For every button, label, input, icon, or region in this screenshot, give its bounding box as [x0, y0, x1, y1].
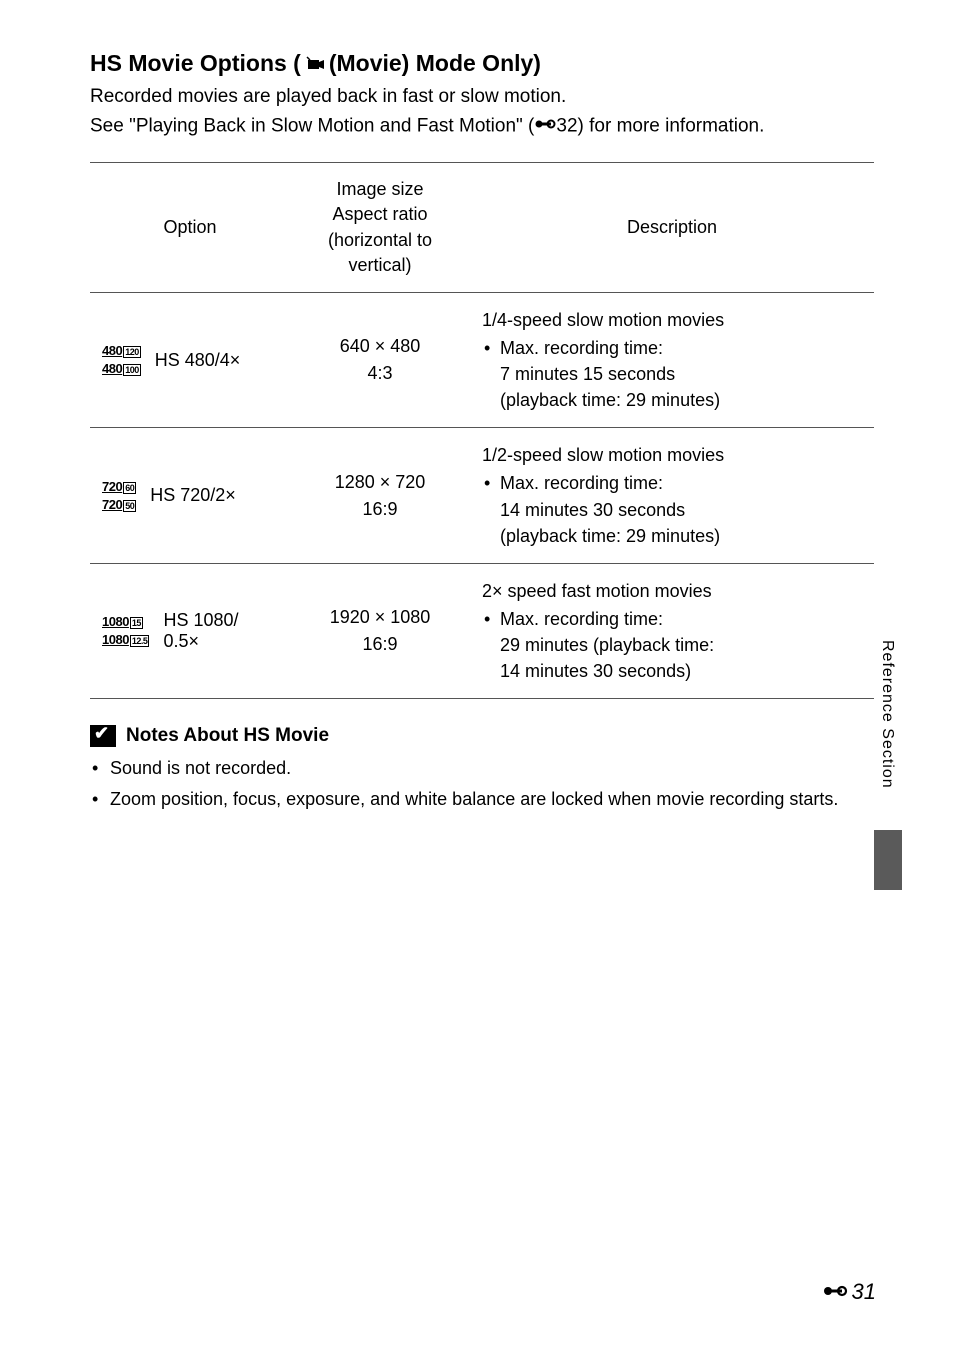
page-number: 31	[822, 1279, 876, 1305]
note-item: Sound is not recorded.	[90, 755, 874, 782]
reference-icon	[822, 1279, 848, 1305]
table-row: 480120480100HS 480/4×640 × 480 4:31/4-sp…	[90, 293, 874, 428]
size-cell: 1280 × 720 16:9	[290, 428, 470, 563]
description-cell: 1/2-speed slow motion moviesMax. recordi…	[470, 428, 874, 563]
option-label: HS 1080/ 0.5×	[163, 610, 238, 652]
desc-bullet: Max. recording time: 14 minutes 30 secon…	[482, 470, 862, 548]
desc-head: 1/4-speed slow motion movies	[482, 307, 862, 333]
table-header-row: Option Image size Aspect ratio (horizont…	[90, 163, 874, 293]
option-cell: 480120 480100 HS 480/4×	[90, 293, 290, 428]
option-cell: 72060 72050 HS 720/2×	[90, 428, 290, 563]
mode-icons: 108015 108012.5	[102, 615, 149, 647]
mode-icon: 480100	[102, 362, 141, 376]
desc-head: 1/2-speed slow motion movies	[482, 442, 862, 468]
option-label: HS 480/4×	[155, 350, 241, 371]
table-row: 7206072050HS 720/2×1280 × 720 16:91/2-sp…	[90, 428, 874, 563]
intro-line1: Recorded movies are played back in fast …	[90, 83, 874, 112]
desc-head: 2× speed fast motion movies	[482, 578, 862, 604]
size-cell: 1920 × 1080 16:9	[290, 563, 470, 698]
title-part2: (Movie) Mode Only)	[329, 50, 541, 77]
mode-icons: 480120 480100	[102, 344, 141, 376]
mode-icon: 108012.5	[102, 633, 149, 647]
option-cell: 108015 108012.5 HS 1080/ 0.5×	[90, 563, 290, 698]
section-title: HS Movie Options ( (Movie) Mode Only)	[90, 50, 874, 77]
hs-movie-options-table: Option Image size Aspect ratio (horizont…	[90, 162, 874, 699]
table-row: 108015 108012.5 HS 1080/ 0.5× 1920 × 1080 1…	[90, 563, 874, 698]
notes-heading: Notes About HS Movie	[90, 725, 874, 747]
notes-list: Sound is not recorded. Zoom position, foc…	[90, 755, 874, 813]
intro-line2: See "Playing Back in Slow Motion and Fas…	[90, 112, 874, 141]
th-size: Image size Aspect ratio (horizontal to v…	[290, 163, 470, 293]
mode-icon: 72050	[102, 498, 136, 512]
note-item: Zoom position, focus, exposure, and whit…	[90, 786, 874, 813]
intro-text: Recorded movies are played back in fast …	[90, 83, 874, 140]
description-cell: 1/4-speed slow motion moviesMax. recordi…	[470, 293, 874, 428]
th-description: Description	[470, 163, 874, 293]
th-option: Option	[90, 163, 290, 293]
mode-icons: 72060 72050	[102, 480, 136, 512]
reference-icon	[534, 112, 556, 141]
desc-bullet: Max. recording time: 29 minutes (playbac…	[482, 606, 862, 684]
size-cell: 640 × 480 4:3	[290, 293, 470, 428]
page-number-text: 31	[852, 1279, 876, 1305]
side-tab-bar	[874, 830, 902, 890]
mode-icon: 72060	[102, 480, 136, 494]
notes-block: Notes About HS Movie Sound is not record…	[90, 725, 874, 813]
desc-bullet: Max. recording time: 7 minutes 15 second…	[482, 335, 862, 413]
description-cell: 2× speed fast motion moviesMax. recordin…	[470, 563, 874, 698]
movie-mode-icon	[305, 54, 325, 74]
mode-icon: 480120	[102, 344, 141, 358]
title-part1: HS Movie Options (	[90, 50, 301, 77]
side-tab-label: Reference Section	[878, 640, 896, 789]
option-label: HS 720/2×	[150, 485, 236, 506]
mode-icon: 108015	[102, 615, 149, 629]
notes-heading-text: Notes About HS Movie	[126, 725, 329, 747]
check-icon	[90, 725, 116, 747]
